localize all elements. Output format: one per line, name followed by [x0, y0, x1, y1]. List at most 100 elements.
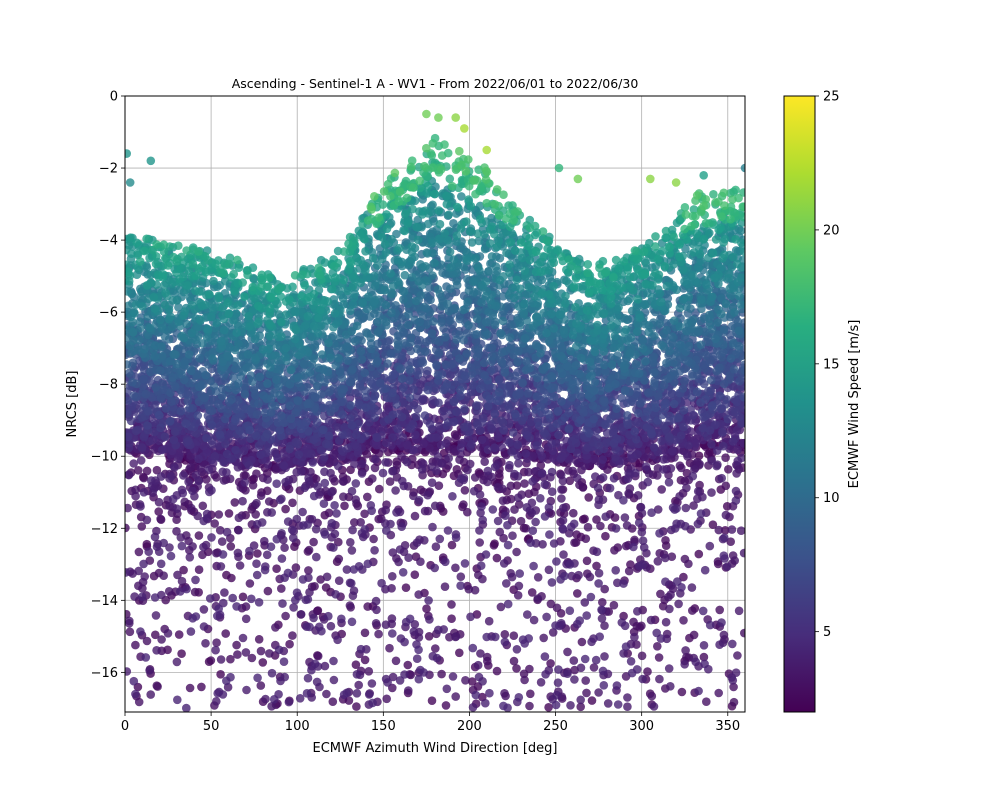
scatter-point: [207, 486, 216, 495]
scatter-point: [566, 606, 575, 615]
scatter-point: [140, 474, 149, 483]
scatter-point: [154, 507, 163, 516]
scatter-point: [493, 554, 502, 563]
scatter-point: [530, 616, 539, 625]
scatter-point: [368, 679, 377, 688]
scatter-point: [733, 446, 742, 455]
scatter-point: [441, 582, 450, 591]
scatter-point: [356, 382, 365, 391]
scatter-point: [174, 454, 183, 463]
scatter-point: [146, 690, 155, 699]
scatter-point: [140, 402, 149, 411]
scatter-point: [265, 649, 274, 658]
scatter-point: [627, 657, 636, 666]
scatter-point: [437, 670, 446, 679]
scatter-point: [522, 407, 531, 416]
scatter-point: [270, 695, 279, 704]
scatter-point: [536, 494, 545, 503]
scatter-point: [170, 436, 179, 445]
scatter-point: [151, 533, 160, 542]
scatter-point: [510, 657, 519, 666]
scatter-point: [156, 515, 165, 524]
scatter-point: [312, 553, 321, 562]
scatter-point: [587, 638, 596, 647]
scatter-point: [130, 391, 139, 400]
scatter-point: [585, 429, 594, 438]
scatter-point: [264, 587, 273, 596]
scatter-point: [714, 689, 723, 698]
scatter-point: [200, 622, 209, 631]
scatter-point: [647, 508, 656, 517]
scatter-point: [335, 576, 344, 585]
scatter-point: [514, 472, 523, 481]
scatter-point: [234, 526, 243, 535]
scatter-point: [621, 513, 630, 522]
scatter-point: [735, 607, 744, 616]
scatter-point: [187, 627, 196, 636]
scatter-point: [461, 676, 470, 685]
scatter-point: [352, 479, 361, 488]
scatter-point: [655, 529, 664, 538]
scatter-point: [281, 478, 290, 487]
scatter-point: [182, 585, 191, 594]
scatter-point: [553, 604, 562, 613]
scatter-point: [122, 568, 131, 577]
scatter-point: [665, 605, 674, 614]
scatter-point: [275, 646, 284, 655]
scatter-point: [447, 600, 456, 609]
scatter-point: [732, 469, 741, 478]
scatter-point: [391, 486, 400, 495]
scatter-point: [732, 487, 741, 496]
scatter-point: [707, 456, 716, 465]
scatter-point: [724, 465, 733, 474]
scatter-point: [655, 675, 664, 684]
scatter-point: [329, 657, 338, 666]
scatter-point: [659, 465, 668, 474]
scatter-point: [629, 543, 638, 552]
scatter-point: [151, 476, 160, 485]
scatter-point: [552, 557, 561, 566]
scatter-point: [636, 399, 645, 408]
scatter-point: [508, 573, 517, 582]
scatter-point: [584, 523, 593, 532]
scatter-point: [232, 602, 241, 611]
scatter-point: [456, 581, 465, 590]
scatter-point: [478, 436, 487, 445]
scatter-point: [143, 421, 152, 430]
scatter-point: [285, 640, 294, 649]
scatter-point: [485, 689, 494, 698]
scatter-point: [413, 654, 422, 663]
scatter-point: [239, 593, 248, 602]
scatter-point: [572, 530, 581, 539]
scatter-point: [208, 421, 217, 430]
scatter-point: [681, 522, 690, 531]
scatter-point: [638, 675, 647, 684]
scatter-point: [529, 562, 538, 571]
scatter-point: [634, 409, 643, 418]
scatter-point: [337, 615, 346, 624]
scatter-point: [540, 429, 549, 438]
scatter-point: [694, 487, 703, 496]
scatter-point: [491, 633, 500, 642]
scatter-point: [619, 579, 628, 588]
scatter-point: [581, 676, 590, 685]
scatter-point: [684, 560, 693, 569]
scatter-points: [121, 110, 750, 713]
scatter-point: [460, 405, 469, 414]
scatter-point: [423, 491, 432, 500]
scatter-point: [220, 476, 229, 485]
scatter-point: [182, 704, 191, 713]
scatter-point: [715, 526, 724, 535]
scatter-point: [219, 550, 228, 559]
scatter-point: [471, 473, 480, 482]
scatter-point: [652, 404, 661, 413]
scatter-point: [278, 599, 287, 608]
scatter-point: [733, 651, 742, 660]
scatter-point: [129, 459, 138, 468]
scatter-point: [279, 461, 288, 470]
scatter-point: [582, 534, 591, 543]
scatter-point: [672, 504, 681, 513]
scatter-point: [136, 502, 145, 511]
scatter-point: [331, 530, 340, 539]
scatter-point: [677, 431, 686, 440]
